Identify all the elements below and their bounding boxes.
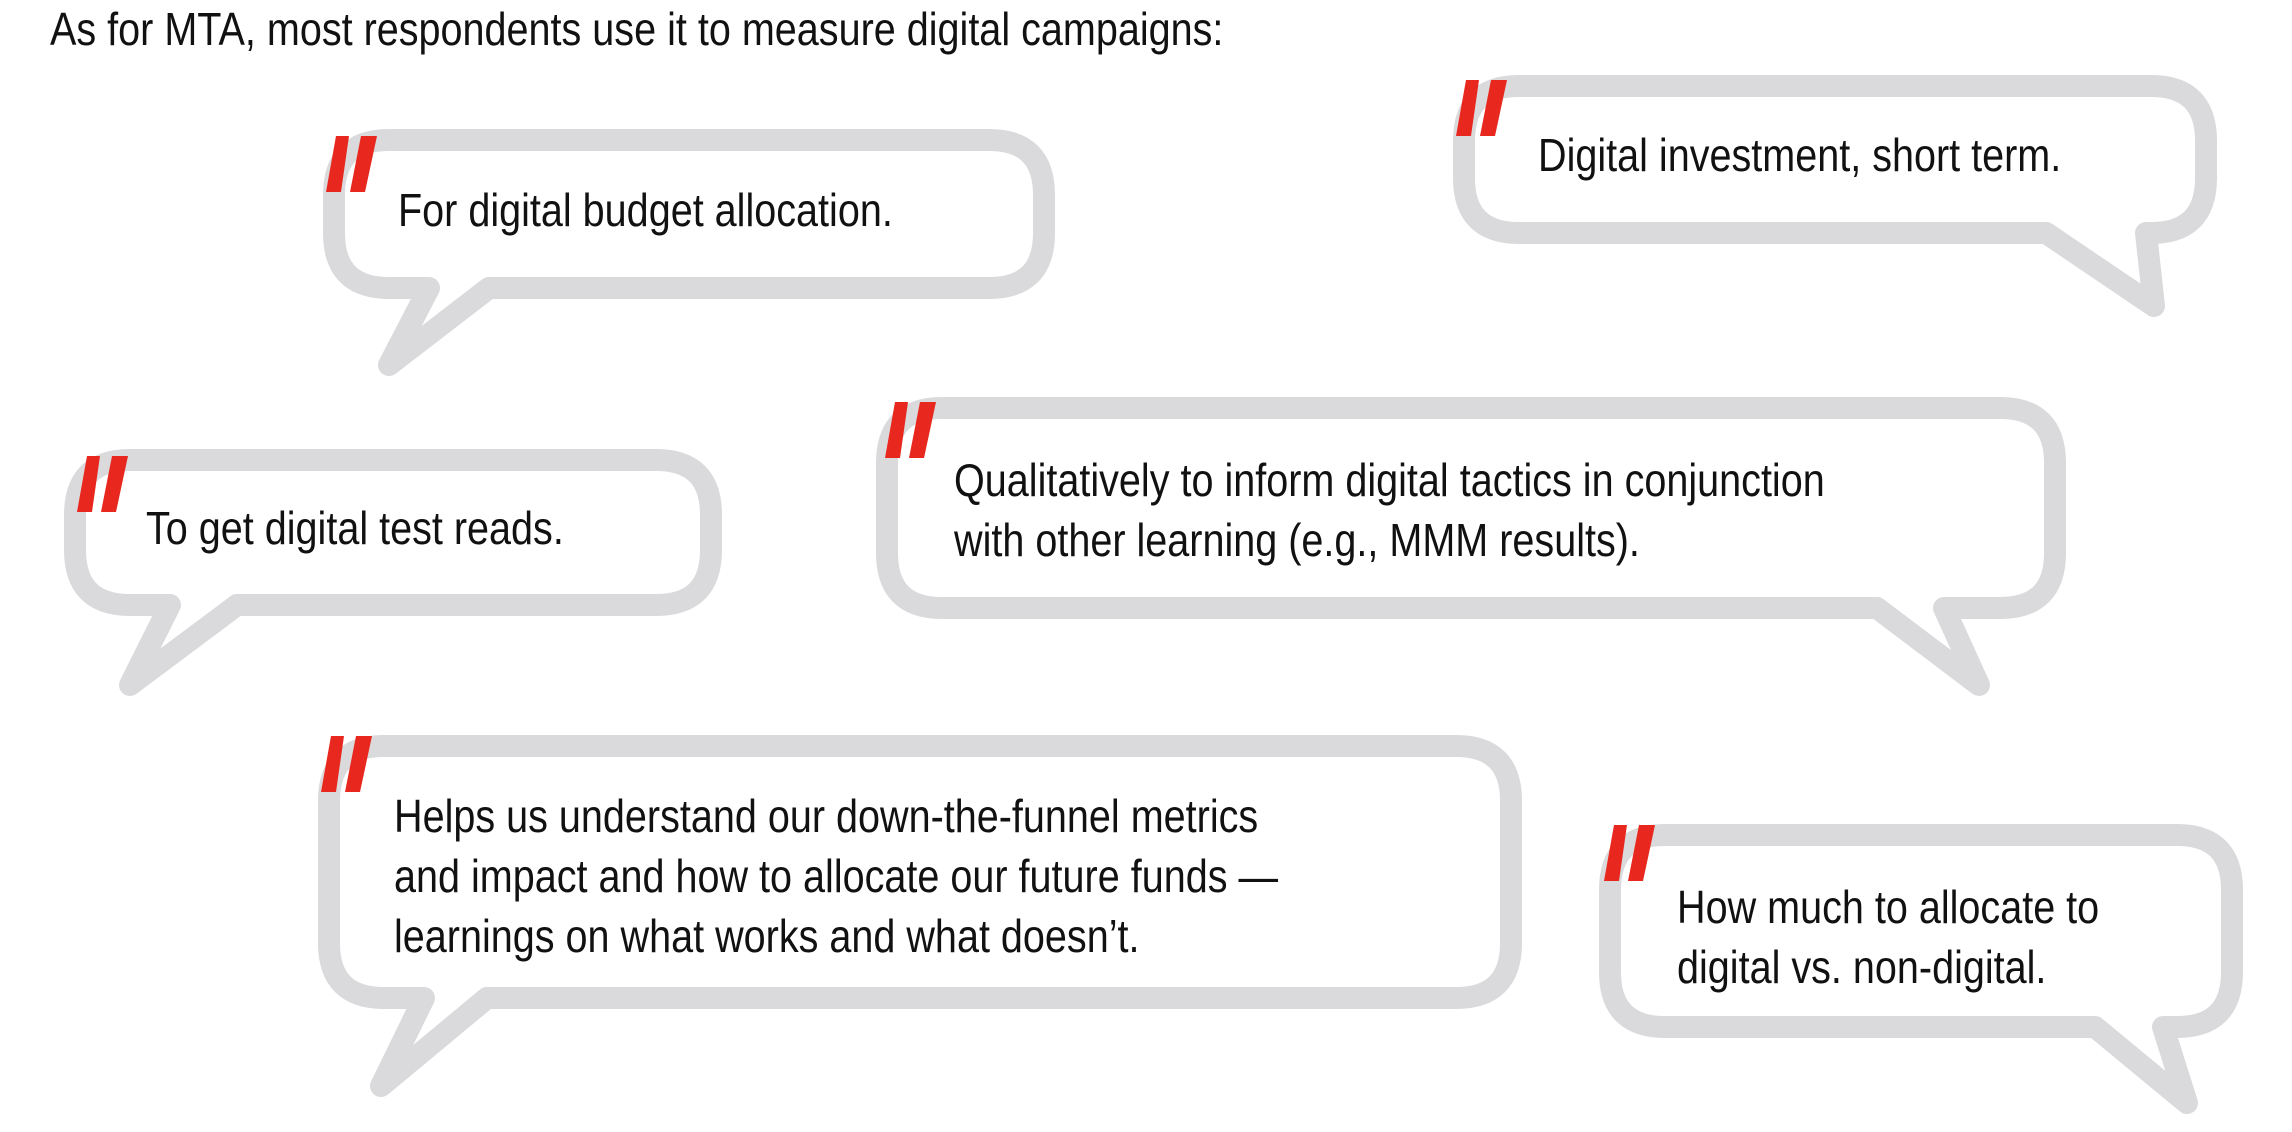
quote-line: with other learning (e.g., MMM results).: [954, 514, 1640, 566]
quote-bubble: Digital investment, short term.: [1453, 75, 2217, 317]
quote-line: Helps us understand our down-the-funnel …: [394, 790, 1259, 842]
quote-line: Digital investment, short term.: [1538, 129, 2062, 181]
quote-bubble: Qualitatively to inform digital tactics …: [876, 397, 2066, 696]
quotation-mark-icon: [1604, 825, 1655, 881]
quote-bubble: Helps us understand our down-the-funnel …: [318, 735, 1522, 1097]
quotation-mark-icon: [77, 456, 128, 512]
speech-bubble-outline: [64, 449, 722, 696]
quote-line: How much to allocate to: [1677, 881, 2100, 933]
quote-line: learnings on what works and what doesn’t…: [394, 910, 1140, 962]
quote-line: and impact and how to allocate our futur…: [394, 850, 1279, 902]
speech-bubble-outline: [1453, 75, 2217, 317]
quote-line: To get digital test reads.: [146, 502, 564, 554]
quotation-mark-icon: [885, 402, 936, 458]
quote-bubble: To get digital test reads.: [64, 449, 722, 696]
quote-bubble: How much to allocate to digital vs. non-…: [1599, 824, 2243, 1114]
intro-text: As for MTA, most respondents use it to m…: [50, 3, 1224, 55]
quotation-mark-icon: [1456, 80, 1507, 136]
quote-bubble: For digital budget allocation.: [323, 129, 1055, 376]
quotation-mark-icon: [321, 736, 372, 792]
quotation-mark-icon: [326, 136, 377, 192]
quote-line: For digital budget allocation.: [398, 184, 893, 236]
speech-bubble-outline: [323, 129, 1055, 376]
quote-line: digital vs. non-digital.: [1677, 941, 2047, 993]
quote-line: Qualitatively to inform digital tactics …: [954, 454, 1825, 506]
